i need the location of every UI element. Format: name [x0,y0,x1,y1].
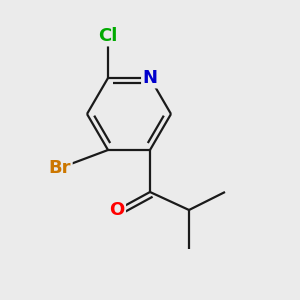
Text: Cl: Cl [98,27,118,45]
Text: N: N [142,69,158,87]
Text: O: O [110,201,124,219]
Text: Br: Br [49,159,71,177]
